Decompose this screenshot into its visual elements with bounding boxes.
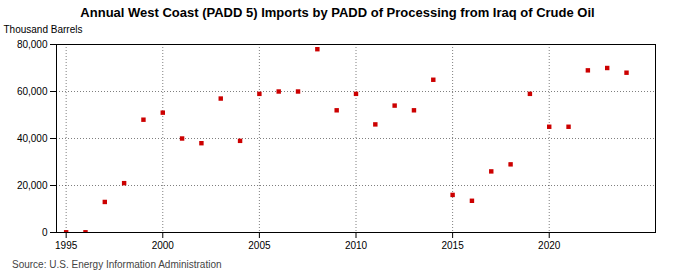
svg-text:2020: 2020 xyxy=(538,240,561,251)
svg-text:60,000: 60,000 xyxy=(17,86,48,97)
svg-text:80,000: 80,000 xyxy=(17,39,48,50)
html-text:Source: U.S. Energy Informatio: Source: U.S. Energy Information Administ… xyxy=(12,259,222,270)
svg-text:2005: 2005 xyxy=(248,240,271,251)
svg-text:2000: 2000 xyxy=(152,240,175,251)
svg-text:Thousand Barrels: Thousand Barrels xyxy=(4,24,83,35)
svg-text:1995: 1995 xyxy=(55,240,78,251)
svg-text:2010: 2010 xyxy=(345,240,368,251)
svg-text:20,000: 20,000 xyxy=(17,180,48,191)
svg-text:2015: 2015 xyxy=(441,240,464,251)
svg-text:0: 0 xyxy=(42,227,48,238)
html-text:Annual West Coast (PADD 5) Imp: Annual West Coast (PADD 5) Imports by PA… xyxy=(80,5,595,20)
svg-text:40,000: 40,000 xyxy=(17,133,48,144)
